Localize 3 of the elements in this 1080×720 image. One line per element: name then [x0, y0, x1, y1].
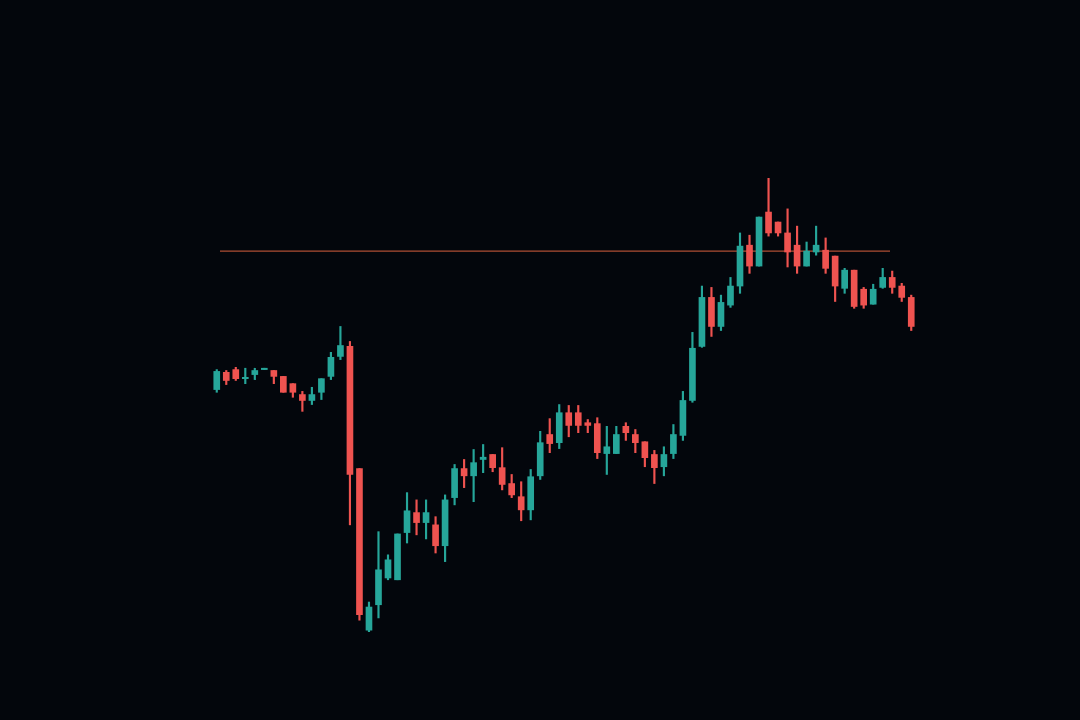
candlestick	[337, 326, 344, 360]
candlestick	[413, 499, 420, 536]
candlestick	[784, 208, 791, 268]
